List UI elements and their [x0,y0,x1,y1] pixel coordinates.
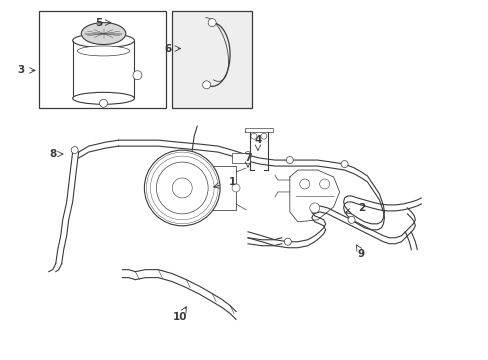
Text: 5: 5 [95,18,102,28]
Bar [39,11,166,108]
Circle shape [232,184,240,192]
Bar [203,166,236,210]
Circle shape [261,133,266,139]
Text: 2: 2 [357,203,365,213]
Circle shape [319,179,329,189]
Circle shape [100,99,107,107]
Circle shape [284,238,291,245]
Circle shape [144,150,220,226]
Bar [172,11,251,108]
Text: 7: 7 [244,153,251,163]
Bar [232,153,249,163]
Circle shape [286,157,293,163]
Circle shape [341,161,347,167]
Text: 1: 1 [228,177,235,187]
Ellipse shape [73,92,134,104]
Circle shape [71,147,78,154]
Circle shape [309,203,319,213]
Text: 8: 8 [49,149,56,159]
Ellipse shape [77,46,129,56]
Text: 4: 4 [254,135,261,145]
Circle shape [250,133,256,139]
Text: 10: 10 [173,312,187,323]
Text: 6: 6 [164,44,172,54]
Circle shape [244,152,251,159]
Circle shape [133,71,142,80]
Circle shape [208,19,216,27]
Text: 9: 9 [357,249,365,259]
Circle shape [202,81,210,89]
Circle shape [347,216,354,223]
Text: 3: 3 [17,66,24,76]
Ellipse shape [73,33,134,48]
Circle shape [299,179,309,189]
Circle shape [156,162,208,214]
Ellipse shape [81,23,125,45]
Circle shape [172,178,192,198]
